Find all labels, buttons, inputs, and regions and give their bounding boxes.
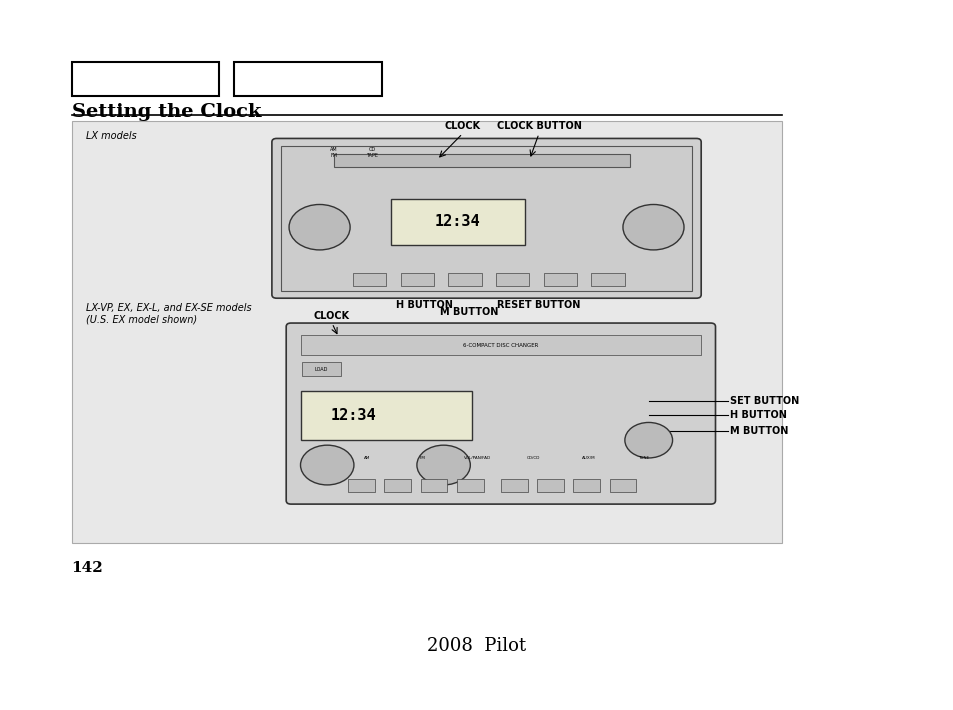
Text: AM
FM: AM FM <box>330 147 337 158</box>
Text: VOL/PAN/FAD: VOL/PAN/FAD <box>464 456 491 460</box>
Text: FM: FM <box>419 456 425 460</box>
Text: LX-VP, EX, EX-L, and EX-SE models
(U.S. EX model shown): LX-VP, EX, EX-L, and EX-SE models (U.S. … <box>86 303 252 324</box>
Bar <box>233 62 381 96</box>
Bar <box>300 391 472 440</box>
Bar <box>348 479 375 492</box>
Bar <box>71 62 219 96</box>
FancyBboxPatch shape <box>272 138 700 298</box>
Circle shape <box>300 445 354 485</box>
FancyBboxPatch shape <box>286 323 715 504</box>
Text: AUX/M: AUX/M <box>581 456 595 460</box>
Circle shape <box>416 445 470 485</box>
Bar <box>456 479 483 492</box>
Bar <box>543 273 577 286</box>
Bar <box>391 199 524 245</box>
Bar <box>496 273 529 286</box>
Text: AM: AM <box>364 456 370 460</box>
Text: LX models: LX models <box>86 131 136 141</box>
Text: CD/CD: CD/CD <box>526 456 539 460</box>
Text: 6-COMPACT DISC CHANGER: 6-COMPACT DISC CHANGER <box>462 342 538 348</box>
Text: RESET BUTTON: RESET BUTTON <box>497 300 580 310</box>
Text: CLOCK: CLOCK <box>444 121 480 131</box>
Bar <box>334 154 629 167</box>
Bar <box>573 479 599 492</box>
Text: H BUTTON: H BUTTON <box>729 410 786 420</box>
Text: 12:34: 12:34 <box>435 214 480 229</box>
Text: M BUTTON: M BUTTON <box>729 426 787 436</box>
Bar <box>591 273 624 286</box>
Text: LOAD: LOAD <box>314 366 328 372</box>
Text: TUNE: TUNE <box>638 456 649 460</box>
Text: 2008  Pilot: 2008 Pilot <box>427 637 526 655</box>
Bar <box>281 146 691 291</box>
Bar <box>420 479 447 492</box>
Text: 12:34: 12:34 <box>330 408 375 423</box>
Text: CD
TAPE: CD TAPE <box>366 147 377 158</box>
Text: 142: 142 <box>71 561 103 575</box>
Text: CLOCK: CLOCK <box>314 311 350 321</box>
Circle shape <box>289 204 350 250</box>
Text: H BUTTON: H BUTTON <box>395 300 453 310</box>
Bar <box>384 479 411 492</box>
Circle shape <box>624 422 672 458</box>
Bar <box>400 273 434 286</box>
Text: Setting the Clock: Setting the Clock <box>71 103 261 121</box>
Bar <box>500 479 527 492</box>
Bar <box>609 479 636 492</box>
Text: SET BUTTON: SET BUTTON <box>729 396 799 406</box>
Bar <box>71 121 781 543</box>
Bar <box>448 273 481 286</box>
Bar <box>300 335 700 355</box>
Bar <box>537 479 563 492</box>
Text: M BUTTON: M BUTTON <box>439 307 498 317</box>
Text: CLOCK BUTTON: CLOCK BUTTON <box>497 121 580 131</box>
Bar <box>302 362 340 376</box>
Circle shape <box>622 204 683 250</box>
Bar <box>353 273 386 286</box>
